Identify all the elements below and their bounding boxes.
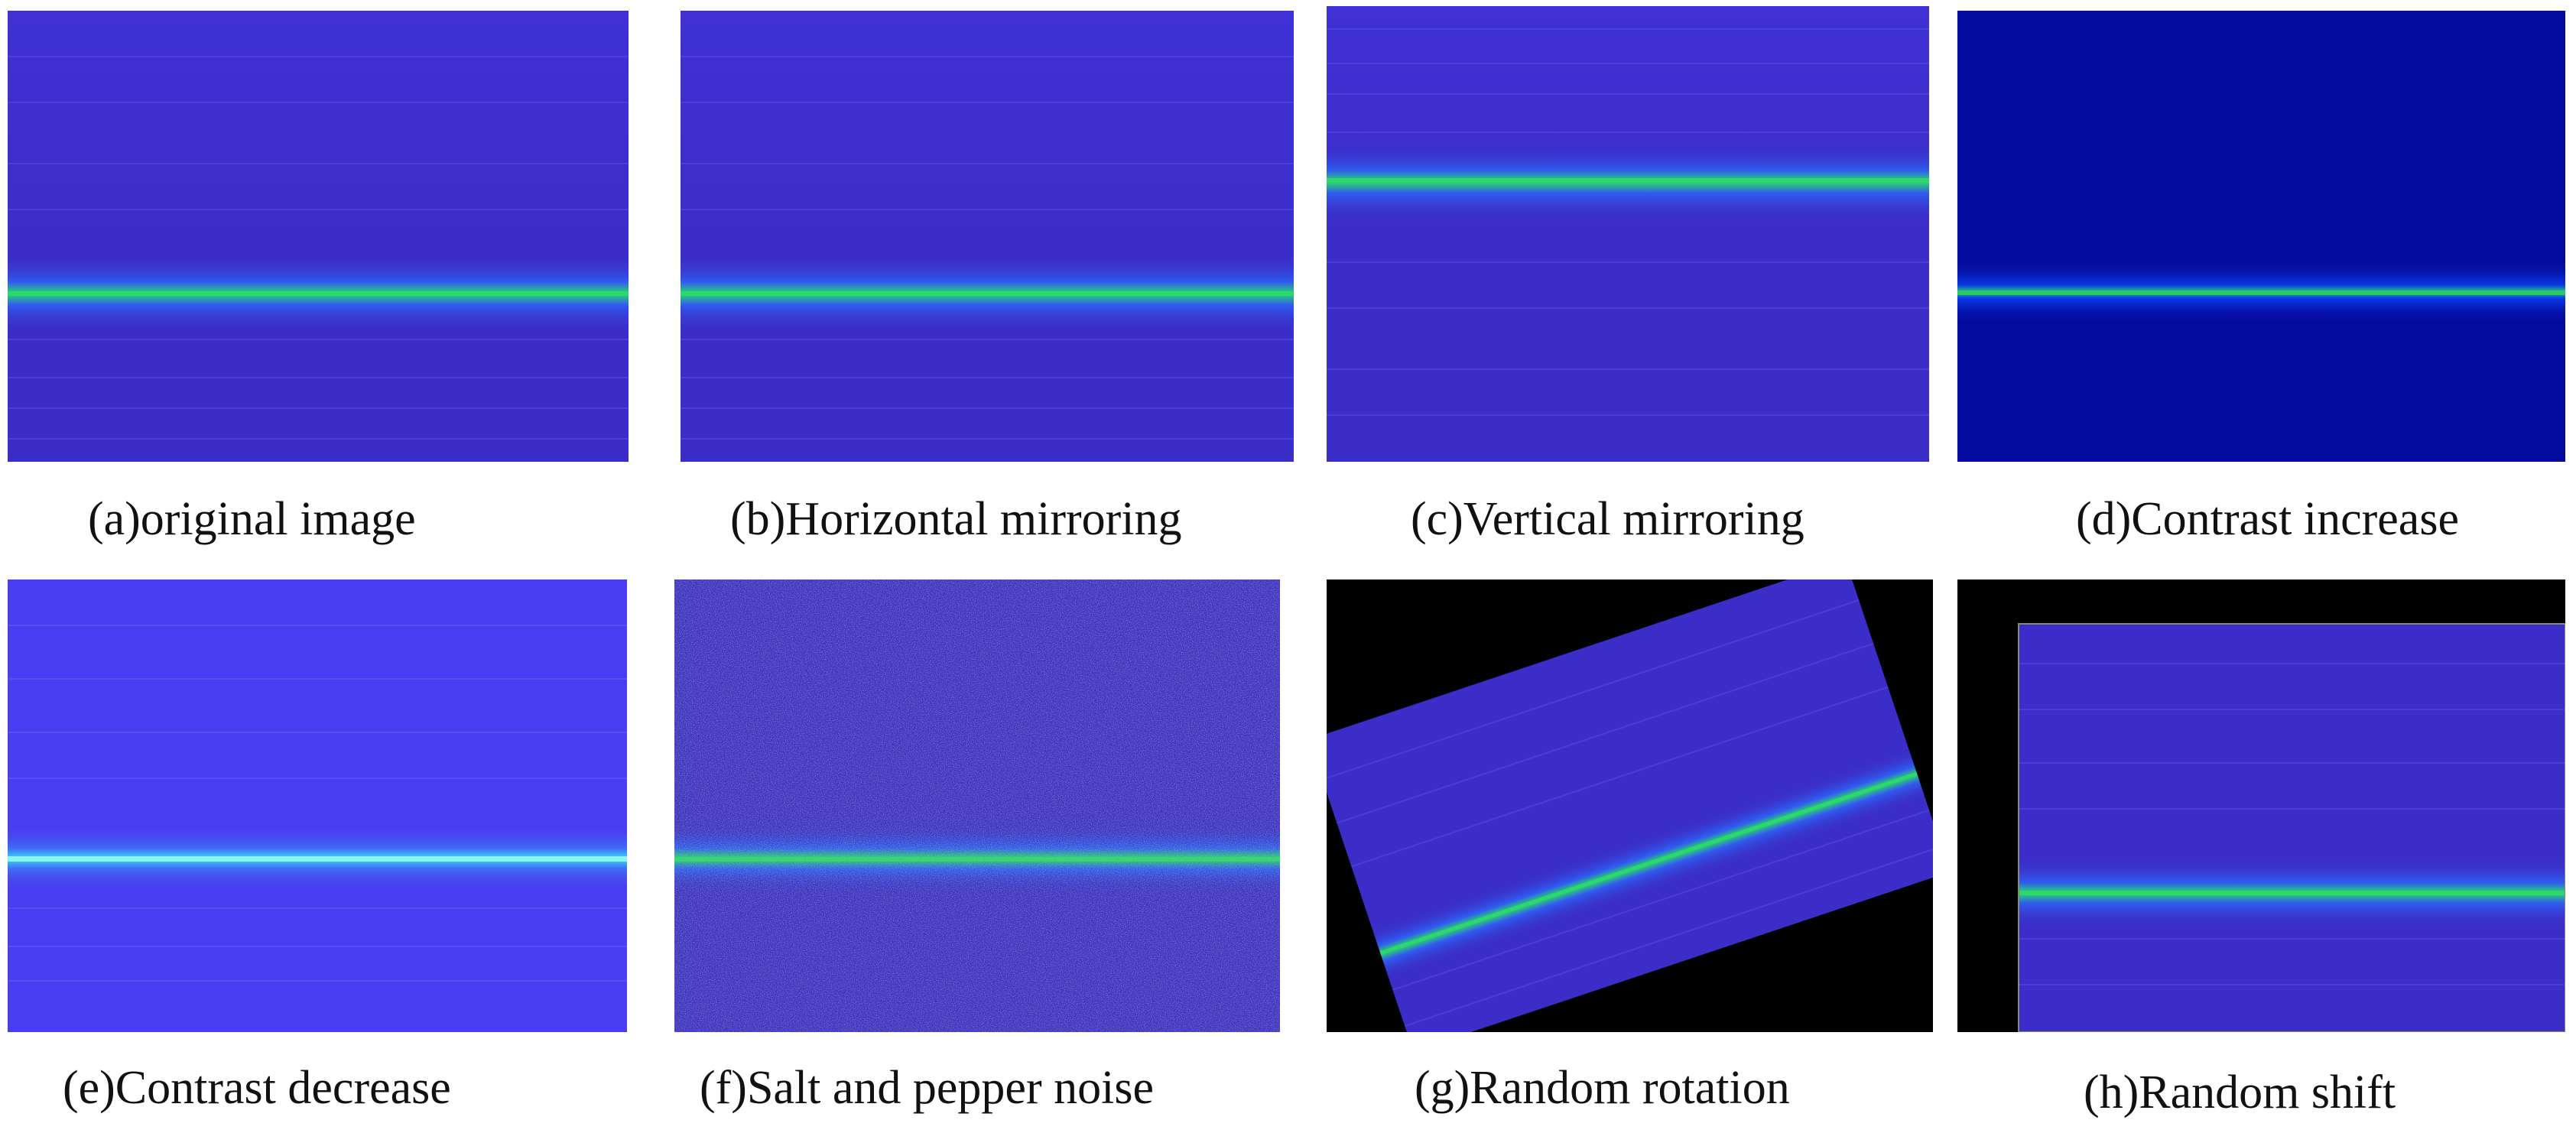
caption-h: (h)Random shift [2084, 1066, 2396, 1118]
panel-salt-and-pepper-noise [674, 579, 1280, 1032]
caption-g: (g)Random rotation [1415, 1062, 1790, 1114]
spectrogram-salt-and-pepper [674, 579, 1280, 1032]
spectrogram-random-shift [1957, 579, 2565, 1032]
caption-d: (d)Contrast increase [2076, 493, 2459, 545]
spectrogram-original [8, 11, 629, 462]
panel-random-shift [1957, 579, 2565, 1032]
panel-horizontal-mirroring [681, 11, 1294, 462]
spectrogram-contrast-decrease [8, 579, 627, 1032]
spectrogram-contrast-increase [1957, 11, 2565, 462]
spectrogram-vertical-mirroring [1327, 6, 1929, 462]
caption-a: (a)original image [88, 493, 416, 545]
panel-contrast-decrease [8, 579, 627, 1032]
caption-f: (f)Salt and pepper noise [700, 1062, 1154, 1114]
panel-random-rotation [1327, 579, 1933, 1032]
panel-vertical-mirroring [1327, 6, 1929, 462]
panel-contrast-increase [1957, 11, 2565, 462]
spectrogram-horizontal-mirroring [681, 11, 1294, 462]
spectrogram-random-rotation [1327, 579, 1933, 1032]
caption-e: (e)Contrast decrease [63, 1062, 451, 1114]
caption-c: (c)Vertical mirroring [1411, 493, 1804, 545]
panel-original-image [8, 11, 629, 462]
caption-b: (b)Horizontal mirroring [730, 493, 1182, 545]
